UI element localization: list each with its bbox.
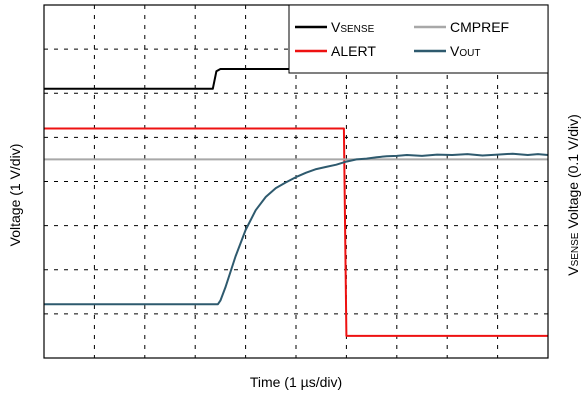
legend-label-main: CMPREF — [450, 19, 509, 35]
series-line-vout — [44, 152, 549, 306]
grid — [44, 5, 548, 358]
y-axis-label-right-sub: SENSE — [570, 232, 581, 266]
y-axis-label-right-rest: Voltage (0.1 V/div) — [565, 114, 581, 232]
series-line-alert — [44, 127, 548, 337]
legend-label-vsense: VSENSE — [331, 19, 375, 35]
legend-label-sub: SENSE — [340, 24, 374, 35]
x-axis-label: Time (1 µs/div) — [250, 374, 342, 390]
legend-label-vout: VOUT — [450, 43, 480, 59]
legend-label-cmpref: CMPREF — [450, 19, 509, 35]
legend-box — [288, 4, 549, 74]
y-axis-label-left: Voltage (1 V/div) — [7, 144, 23, 247]
legend-label-main: ALERT — [331, 43, 376, 59]
legend-label-sub: OUT — [459, 48, 480, 59]
legend-label-alert: ALERT — [331, 43, 376, 59]
y-axis-label-right: VSENSE Voltage (0.1 V/div) — [565, 114, 581, 276]
legend-label-main: V — [450, 43, 460, 59]
legend-label-main: V — [331, 19, 341, 35]
y-axis-label-right-main: V — [565, 266, 581, 276]
